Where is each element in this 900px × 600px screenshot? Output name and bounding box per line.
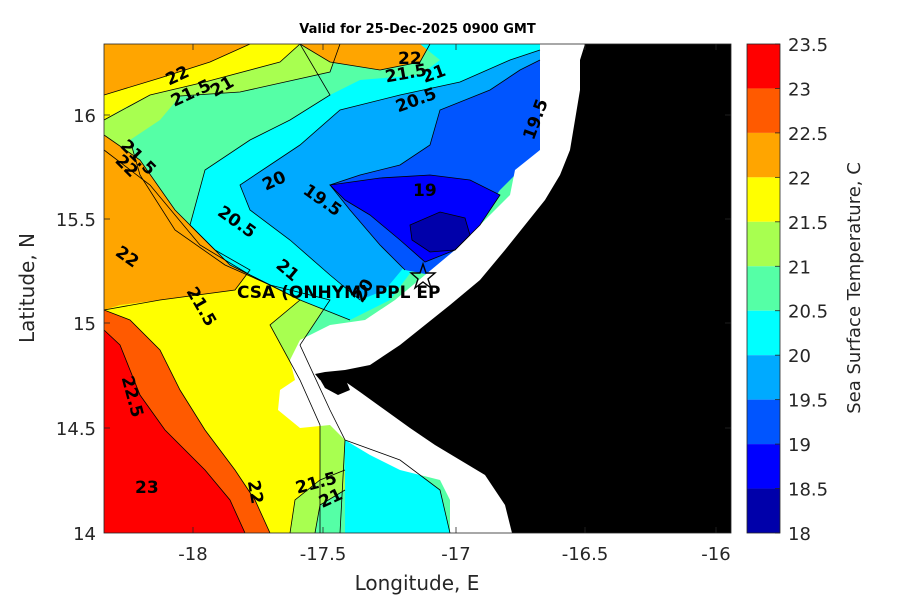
x-axis — [192, 44, 717, 533]
colorbar-tick-label: 22 — [788, 168, 811, 189]
colorbar-tick-label: 21.5 — [788, 213, 828, 234]
colorbar-tick-label: 22.5 — [788, 124, 828, 145]
sst-field-22-north — [300, 44, 430, 70]
colorbar-tick-label: 18.5 — [788, 480, 828, 501]
sst-field-18-5 — [410, 212, 470, 252]
colorbar-ticks: 23.5 23 22.5 22 21.5 21 20.5 20 19.5 19 18.5 18 — [775, 35, 828, 545]
station-label: CSA (ONHYM) PPL EP — [237, 283, 440, 303]
x-tick-label: -17.5 — [300, 544, 347, 565]
colorbar-tick-label: 18 — [788, 524, 811, 545]
colorbar-segment — [747, 488, 780, 533]
colorbar-segment — [747, 132, 780, 178]
sst-field-20-south — [345, 440, 450, 533]
colorbar-segment — [747, 88, 780, 133]
x-tick-label: -17 — [441, 544, 470, 565]
colorbar-tick-label: 23.5 — [788, 35, 828, 56]
contour-label: 19 — [413, 181, 437, 201]
contour-lines — [104, 44, 541, 533]
contour-label: 22 — [243, 479, 267, 506]
cape-verde-tip — [318, 372, 350, 395]
y-tick-label: 14 — [73, 524, 96, 545]
colorbar-tick-label: 19 — [788, 435, 811, 456]
colorbar-segment — [747, 44, 780, 89]
contour-label: 23 — [135, 478, 159, 498]
sst-field-20-5-south — [315, 490, 348, 533]
colorbar — [747, 44, 780, 533]
colorbar-label: Sea Surface Temperature, C — [844, 162, 865, 414]
contour-label: 22 — [398, 49, 422, 69]
station-marker: CSA (ONHYM) PPL EP — [237, 261, 440, 303]
colorbar-segment — [747, 221, 780, 267]
colorbar-tick-label: 20.5 — [788, 302, 828, 323]
y-axis — [104, 114, 731, 429]
y-tick-label: 16 — [73, 106, 96, 127]
colorbar-tick-label: 21 — [788, 257, 811, 278]
x-tick-label: -16.5 — [562, 544, 609, 565]
y-tick-label: 15.5 — [56, 210, 96, 231]
colorbar-segment — [747, 177, 780, 222]
colorbar-segment — [747, 444, 780, 489]
colorbar-tick-label: 19.5 — [788, 391, 828, 412]
x-axis-label: Longitude, E — [355, 571, 480, 595]
colorbar-segment — [747, 355, 780, 400]
x-tick-label: -16 — [701, 544, 730, 565]
x-tick-label: -18 — [178, 544, 207, 565]
colorbar-segment — [747, 266, 780, 311]
sst-field-23 — [104, 330, 245, 533]
y-tick-label: 15 — [73, 314, 96, 335]
colorbar-tick-label: 20 — [788, 346, 811, 367]
map-title: Valid for 25-Dec-2025 0900 GMT — [299, 22, 536, 37]
y-tick-label: 14.5 — [56, 419, 96, 440]
colorbar-tick-label: 23 — [788, 79, 811, 100]
y-axis-label: Latitude, N — [15, 233, 39, 343]
land-mass — [315, 44, 731, 533]
colorbar-segment — [747, 399, 780, 445]
colorbar-frame — [746, 43, 781, 534]
star-icon — [409, 261, 437, 290]
plot-frame — [103, 43, 732, 534]
colorbar-segment — [747, 310, 780, 356]
plot-area: 22 21.5 21 21.5 22 21 20.5 19.5 21.5 22 … — [104, 44, 731, 533]
sst-field-22 — [104, 44, 250, 310]
